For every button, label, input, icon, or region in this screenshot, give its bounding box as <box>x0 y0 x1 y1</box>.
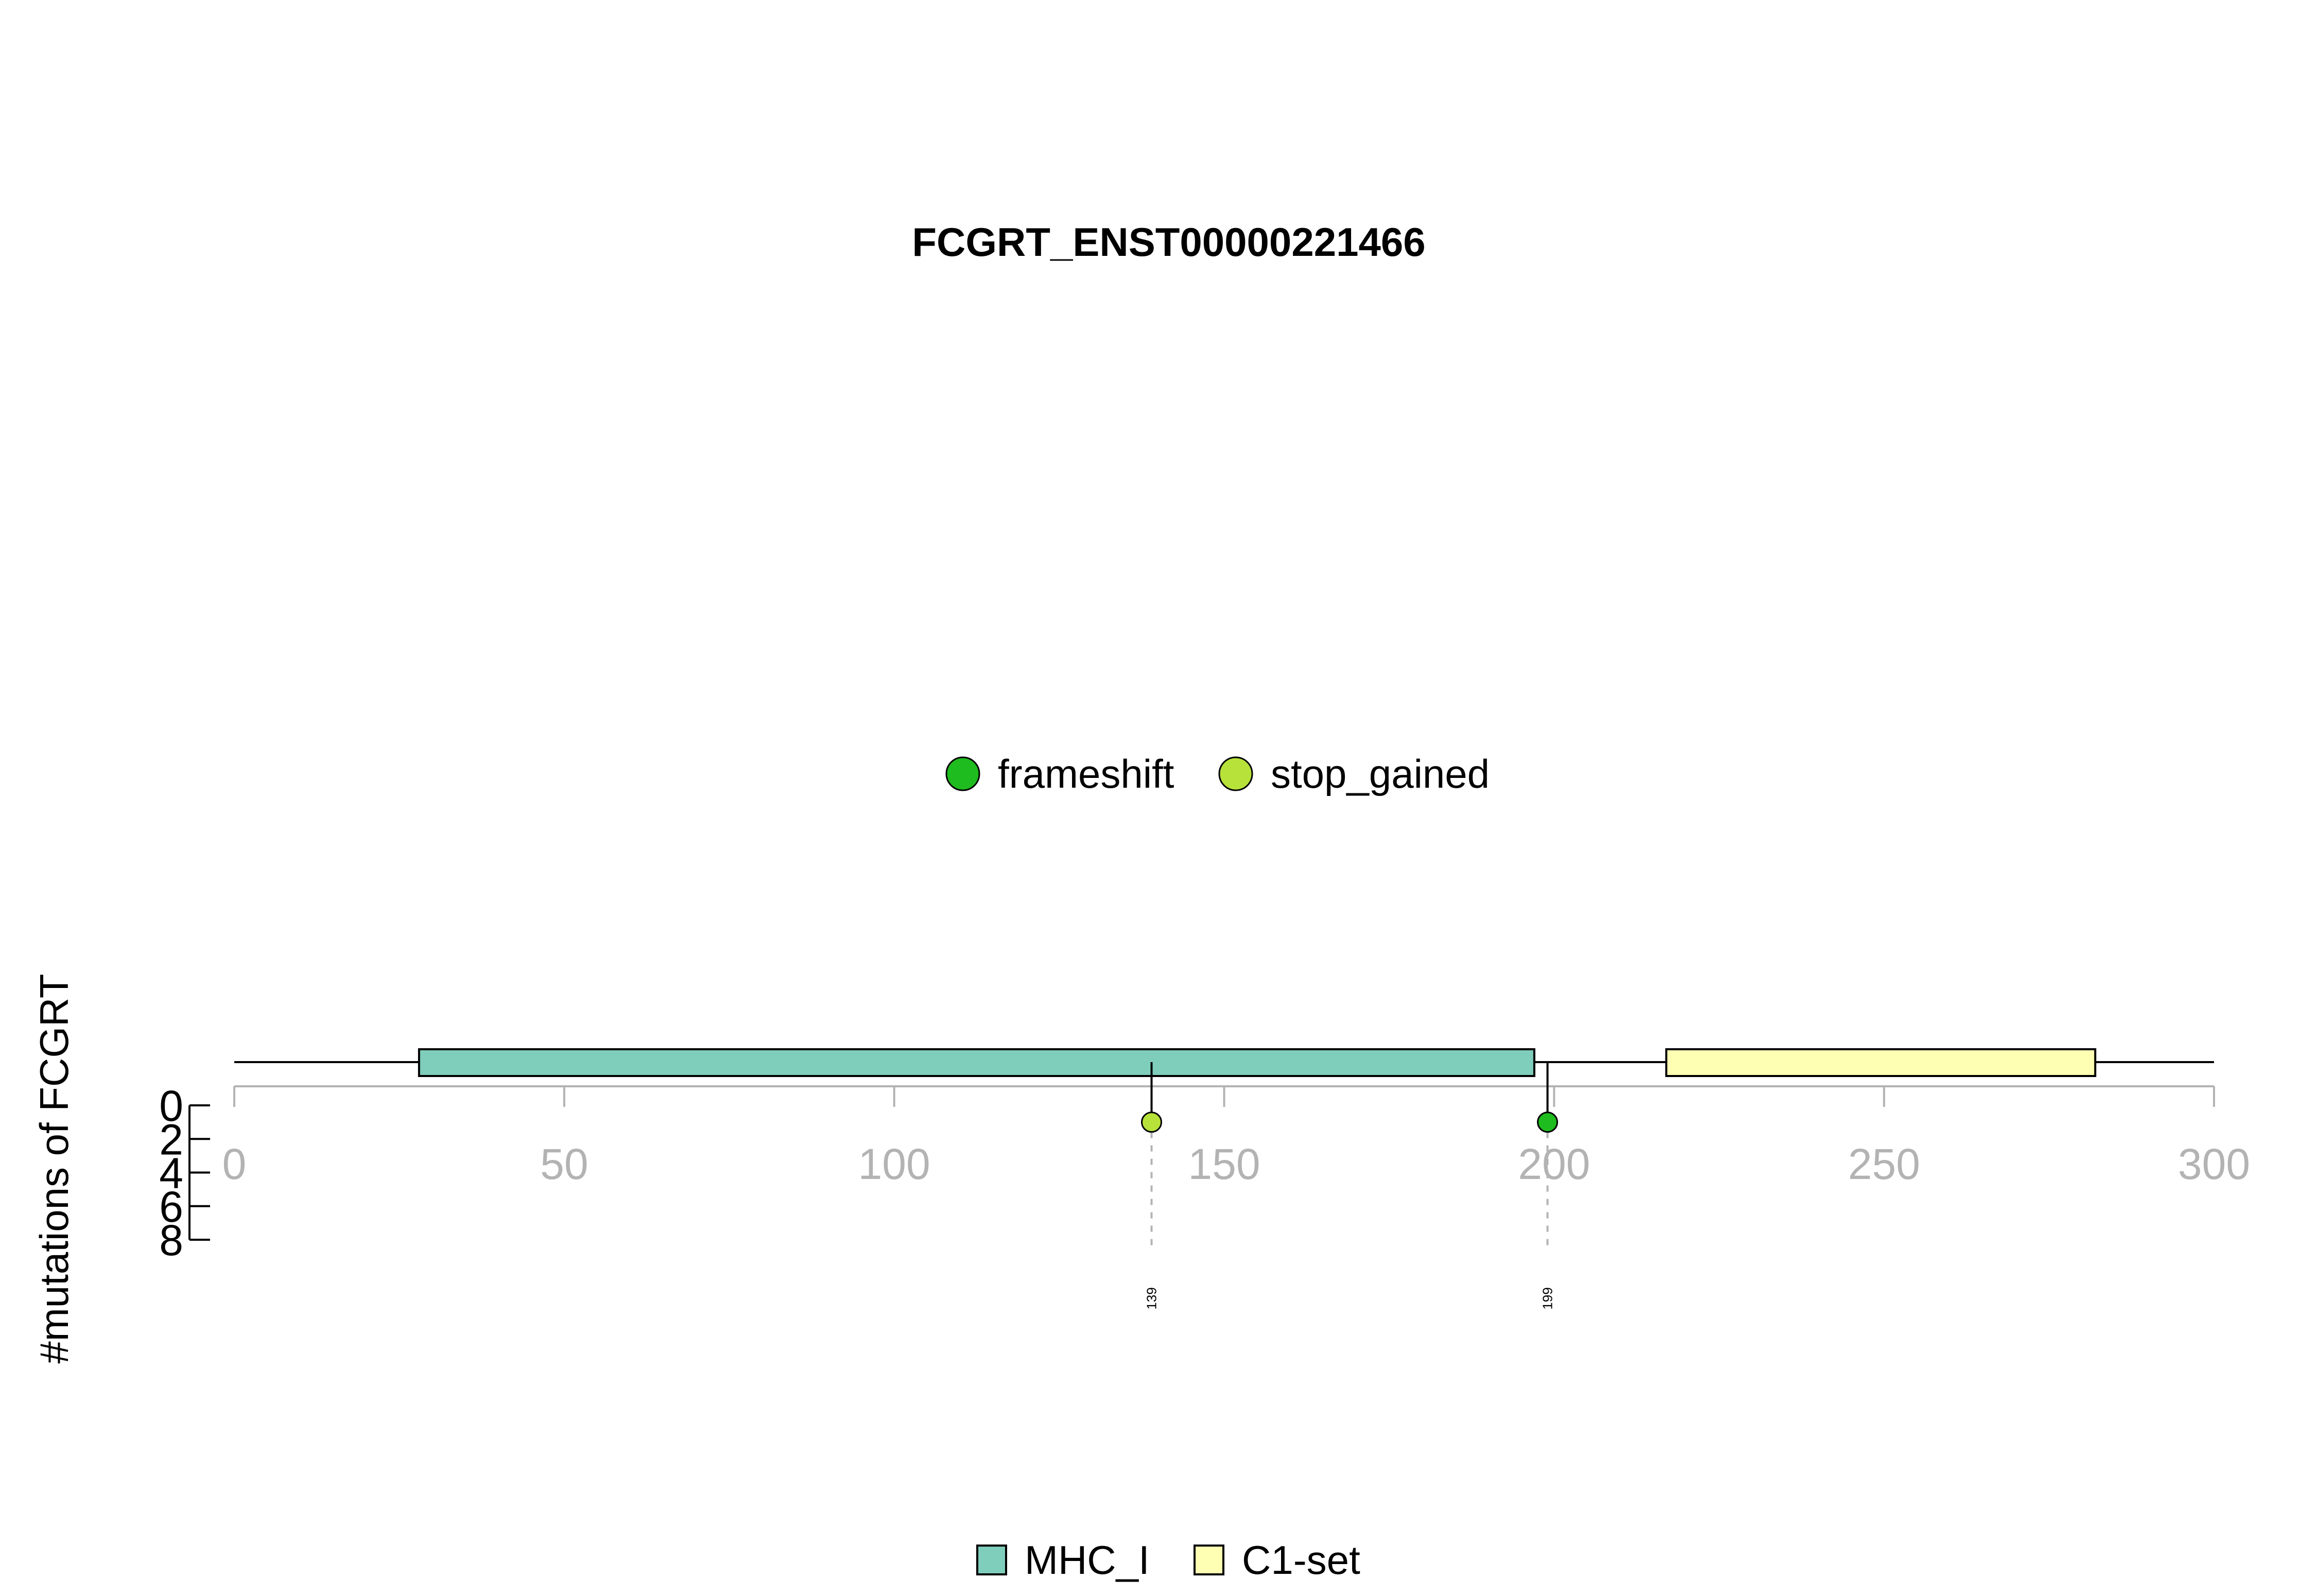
y-tick-label-8: 8 <box>159 1216 183 1264</box>
mutation-legend: frameshift stop_gained <box>945 751 1490 796</box>
y-tick-label-4: 4 <box>159 1149 183 1198</box>
x-tick-label-0: 0 <box>222 1140 247 1188</box>
domain-track <box>418 1048 2097 1077</box>
domain-legend: MHC_I C1-set <box>976 1537 1360 1583</box>
x-tick-label-100: 100 <box>858 1140 930 1188</box>
x-tick-label-150: 150 <box>1188 1140 1260 1188</box>
domain-MHC_I <box>418 1048 1535 1077</box>
legend-swatch-frameshift <box>945 756 980 791</box>
legend-swatch-stop_gained <box>1218 756 1253 791</box>
legend-swatch-MHC_I <box>976 1545 1007 1575</box>
mutation-point-139 <box>1141 1112 1163 1133</box>
y-axis-label: #mutations of FCGRT <box>31 974 77 1363</box>
y-tick-label-2: 2 <box>159 1115 183 1164</box>
x-tick-label-250: 250 <box>1848 1140 1920 1188</box>
legend-swatch-C1-set <box>1194 1545 1224 1575</box>
mutation-position-label-199: 199 <box>1540 1287 1555 1309</box>
legend-label-frameshift: frameshift <box>998 751 1174 796</box>
x-tick-label-200: 200 <box>1518 1140 1590 1188</box>
x-axis: 0 50 100 150 200 250 300 <box>222 1085 2250 1188</box>
x-tick-label-50: 50 <box>540 1140 588 1188</box>
legend-label-MHC_I: MHC_I <box>1025 1537 1150 1583</box>
mutation-track: 139 199 <box>1141 1062 1559 1310</box>
y-tick-label-6: 6 <box>159 1183 183 1231</box>
x-tick-label-300: 300 <box>2178 1140 2250 1188</box>
legend-label-C1-set: C1-set <box>1242 1537 1360 1583</box>
chart-title: FCGRT_ENST00000221466 <box>912 219 1425 265</box>
domain-C1-set <box>1665 1048 2097 1077</box>
mutation-position-label-139: 139 <box>1144 1287 1160 1309</box>
mutation-point-199 <box>1537 1112 1559 1133</box>
legend-label-stop_gained: stop_gained <box>1271 751 1490 796</box>
y-tick-label-0: 0 <box>159 1082 183 1130</box>
